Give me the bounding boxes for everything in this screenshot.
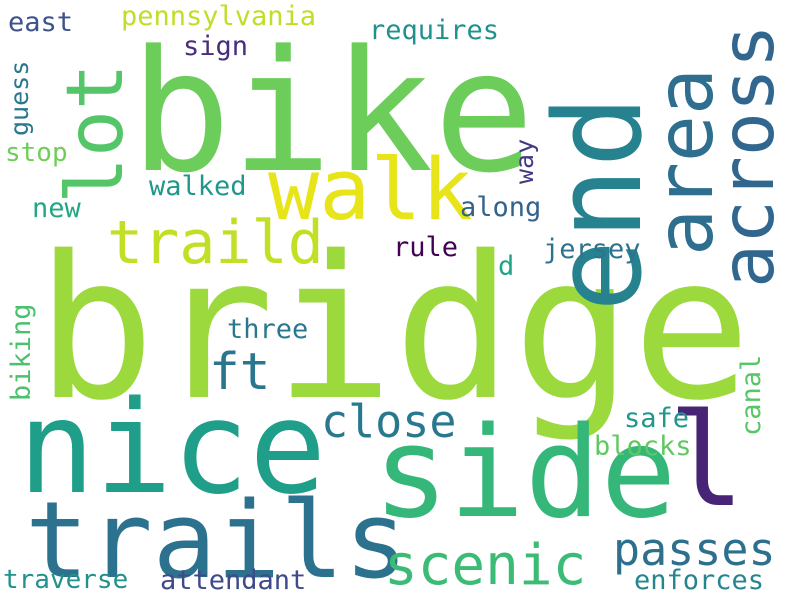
word-guess: guess <box>5 60 34 136</box>
word-along: along <box>460 192 542 223</box>
word-jersey: jersey <box>543 234 641 265</box>
word-enforces: enforces <box>634 565 765 596</box>
word-requires: requires <box>369 15 500 46</box>
word-walk: walk <box>268 141 473 240</box>
word-east: east <box>8 7 74 38</box>
word-l: l <box>668 387 746 536</box>
word-scenic: scenic <box>384 533 587 598</box>
word-walked: walked <box>149 171 247 202</box>
word-trails: trails <box>25 479 408 600</box>
word-traild: traild <box>107 208 324 278</box>
word-attendant: attendant <box>160 565 307 596</box>
word-pennsylvania: pennsylvania <box>121 1 317 32</box>
word-passes: passes <box>613 523 776 576</box>
word-nice: nice <box>18 374 327 523</box>
word-three: three <box>227 314 309 345</box>
word-bridge: bridge <box>36 213 752 444</box>
word-side: side <box>373 399 677 546</box>
word-canal: canal <box>736 354 767 436</box>
word-traverse: traverse <box>3 565 129 595</box>
word-d: d <box>498 251 515 282</box>
word-new: new <box>32 193 81 224</box>
word-bike: bike <box>130 14 535 210</box>
word-ft: ft <box>209 343 271 402</box>
word-stop: stop <box>5 138 68 168</box>
word-way: way <box>510 138 539 184</box>
word-across: across <box>706 24 791 288</box>
word-sign: sign <box>183 31 249 62</box>
word-lot: lot <box>51 63 141 204</box>
word-close: close <box>321 395 457 448</box>
word-safe: safe <box>624 403 690 434</box>
word-blocks: blocks <box>594 431 692 462</box>
word-rule: rule <box>393 232 459 263</box>
word-biking: biking <box>6 303 37 401</box>
